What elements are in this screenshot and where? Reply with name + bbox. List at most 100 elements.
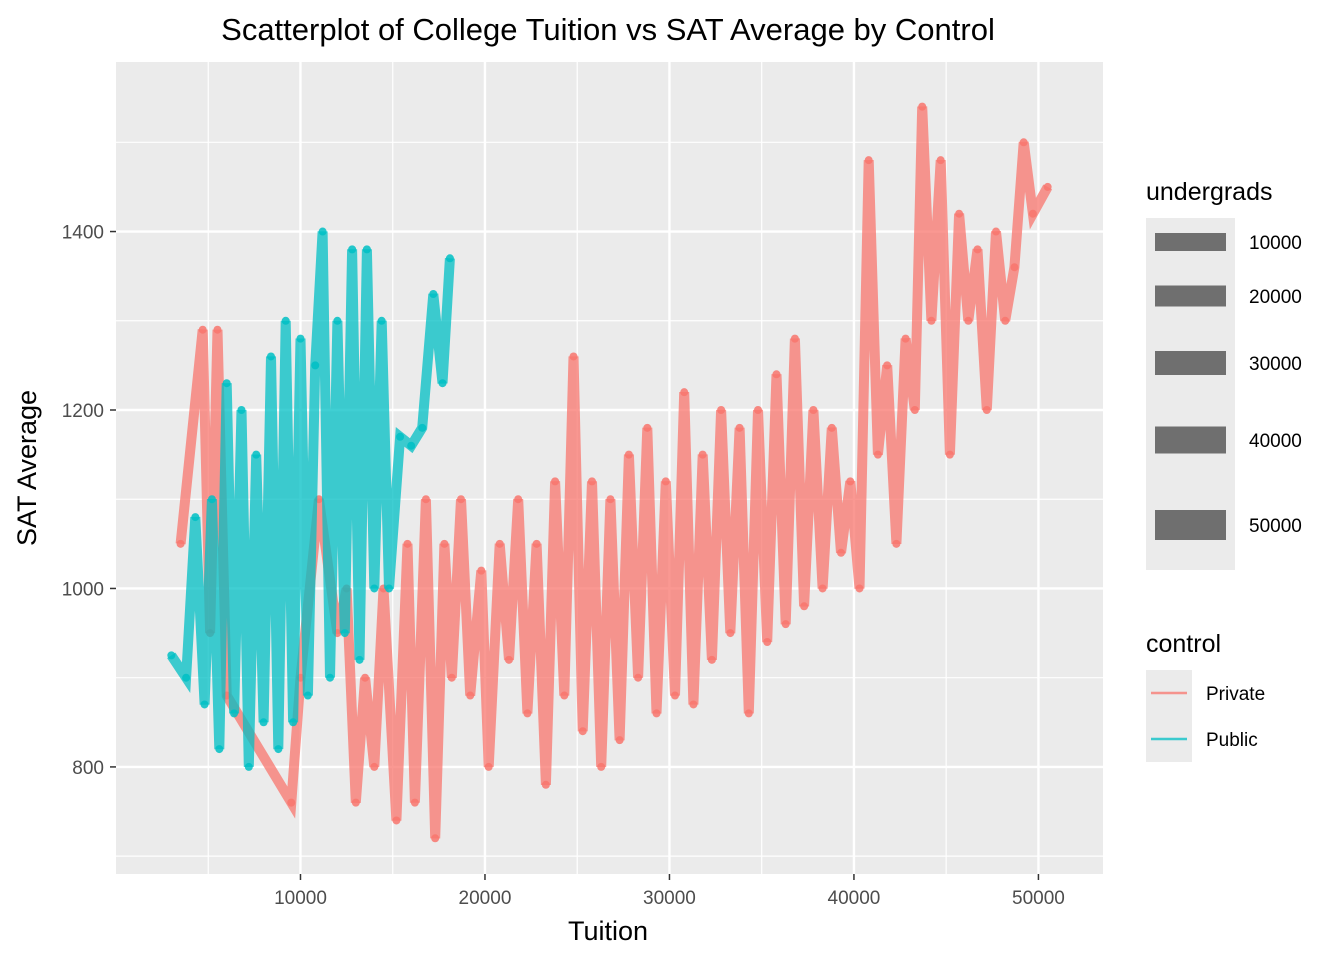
data-point-private [781,620,790,629]
data-point-private [763,638,772,646]
data-point-public [362,245,371,254]
data-point-private [1043,182,1052,191]
x-axis: 10000 20000 30000 40000 50000 [274,874,1065,909]
x-tick-label: 20000 [459,888,512,909]
data-point-public [244,762,253,771]
data-point-private [484,762,493,771]
y-tick-label: 1400 [62,223,104,244]
data-point-private [982,406,991,414]
data-point-private [440,539,449,548]
data-point-private [1028,209,1037,218]
data-point-private [624,450,633,459]
data-point-public [340,629,349,638]
data-point-private [578,727,587,736]
y-axis: 800 1000 1200 1400 [62,223,116,779]
data-point-private [1010,263,1019,272]
size-legend-key [1155,510,1226,540]
data-point-private [615,736,624,745]
data-point-private [964,316,973,325]
color-legend-label: Public [1206,730,1258,751]
data-point-private [431,834,440,843]
data-point-private [597,762,606,771]
data-point-public [230,709,239,718]
data-point-private [523,709,532,718]
data-point-public [259,718,268,727]
data-point-private [689,700,698,709]
data-point-private [991,227,1000,236]
data-point-private [456,495,465,504]
data-point-public [303,691,312,700]
data-point-private [735,423,744,432]
series-public [167,227,455,771]
data-point-private [661,477,670,486]
data-point-private [883,361,892,370]
data-point-public [200,700,209,709]
data-point-private [790,334,799,343]
data-point-private [846,477,855,486]
data-marks [167,102,1053,843]
x-tick-label: 10000 [274,888,327,909]
data-point-private [421,495,430,504]
data-point-private [1019,138,1028,147]
color-legend-title: control [1146,630,1221,658]
data-point-private [827,423,836,432]
data-point-private [918,102,927,111]
data-point-private [927,316,936,325]
data-point-private [514,495,523,504]
data-point-public [396,432,405,441]
y-tick-label: 1000 [62,579,104,600]
color-legend-keys-background [1146,670,1192,762]
data-point-private [772,370,781,379]
data-point-public [385,584,394,593]
data-point-private [864,156,873,165]
data-point-private [1001,316,1010,325]
x-tick-label: 40000 [828,888,881,909]
x-tick-label: 50000 [1012,888,1065,909]
data-point-private [955,209,964,218]
data-point-private [973,245,982,254]
data-point-public [377,316,386,325]
data-point-private [754,406,763,414]
data-point-private [744,709,753,718]
size-legend-label: 20000 [1249,287,1302,308]
x-axis-title: Tuition [568,916,648,946]
data-point-private [370,762,379,771]
data-point-private [495,539,504,548]
data-point-public [182,673,191,682]
data-point-private [670,691,679,700]
data-point-public [222,379,231,388]
data-point-public [289,718,298,727]
data-point-private [873,450,882,459]
data-point-private [504,655,513,664]
x-tick-label: 30000 [643,888,696,909]
chart-title: Scatterplot of College Tuition vs SAT Av… [221,12,995,47]
y-tick-label: 1200 [62,401,104,422]
size-legend-label: 30000 [1249,354,1302,375]
data-point-public [215,745,224,754]
data-point-public [429,290,438,298]
data-point-private [643,423,652,432]
data-point-private [569,352,578,361]
size-legend: undergrads 10000 20000 30000 40000 50000 [1146,178,1302,570]
data-point-public [438,379,447,388]
data-point-private [541,780,550,789]
data-point-private [560,691,569,700]
data-point-private [855,584,864,593]
data-point-public [191,513,200,522]
data-point-private [606,495,615,504]
data-point-private [477,566,486,575]
data-point-public [207,495,216,504]
data-point-public [281,316,290,325]
data-point-private [945,450,954,459]
data-point-private [837,548,846,557]
data-point-private [213,325,222,334]
data-point-public [418,423,427,432]
size-legend-key [1155,285,1226,307]
size-legend-label: 10000 [1249,233,1302,254]
size-legend-label: 40000 [1249,431,1302,452]
color-legend: control Private Public [1146,630,1265,762]
y-axis-title: SAT Average [12,390,42,546]
data-point-private [698,450,707,459]
data-point-public [266,352,275,361]
